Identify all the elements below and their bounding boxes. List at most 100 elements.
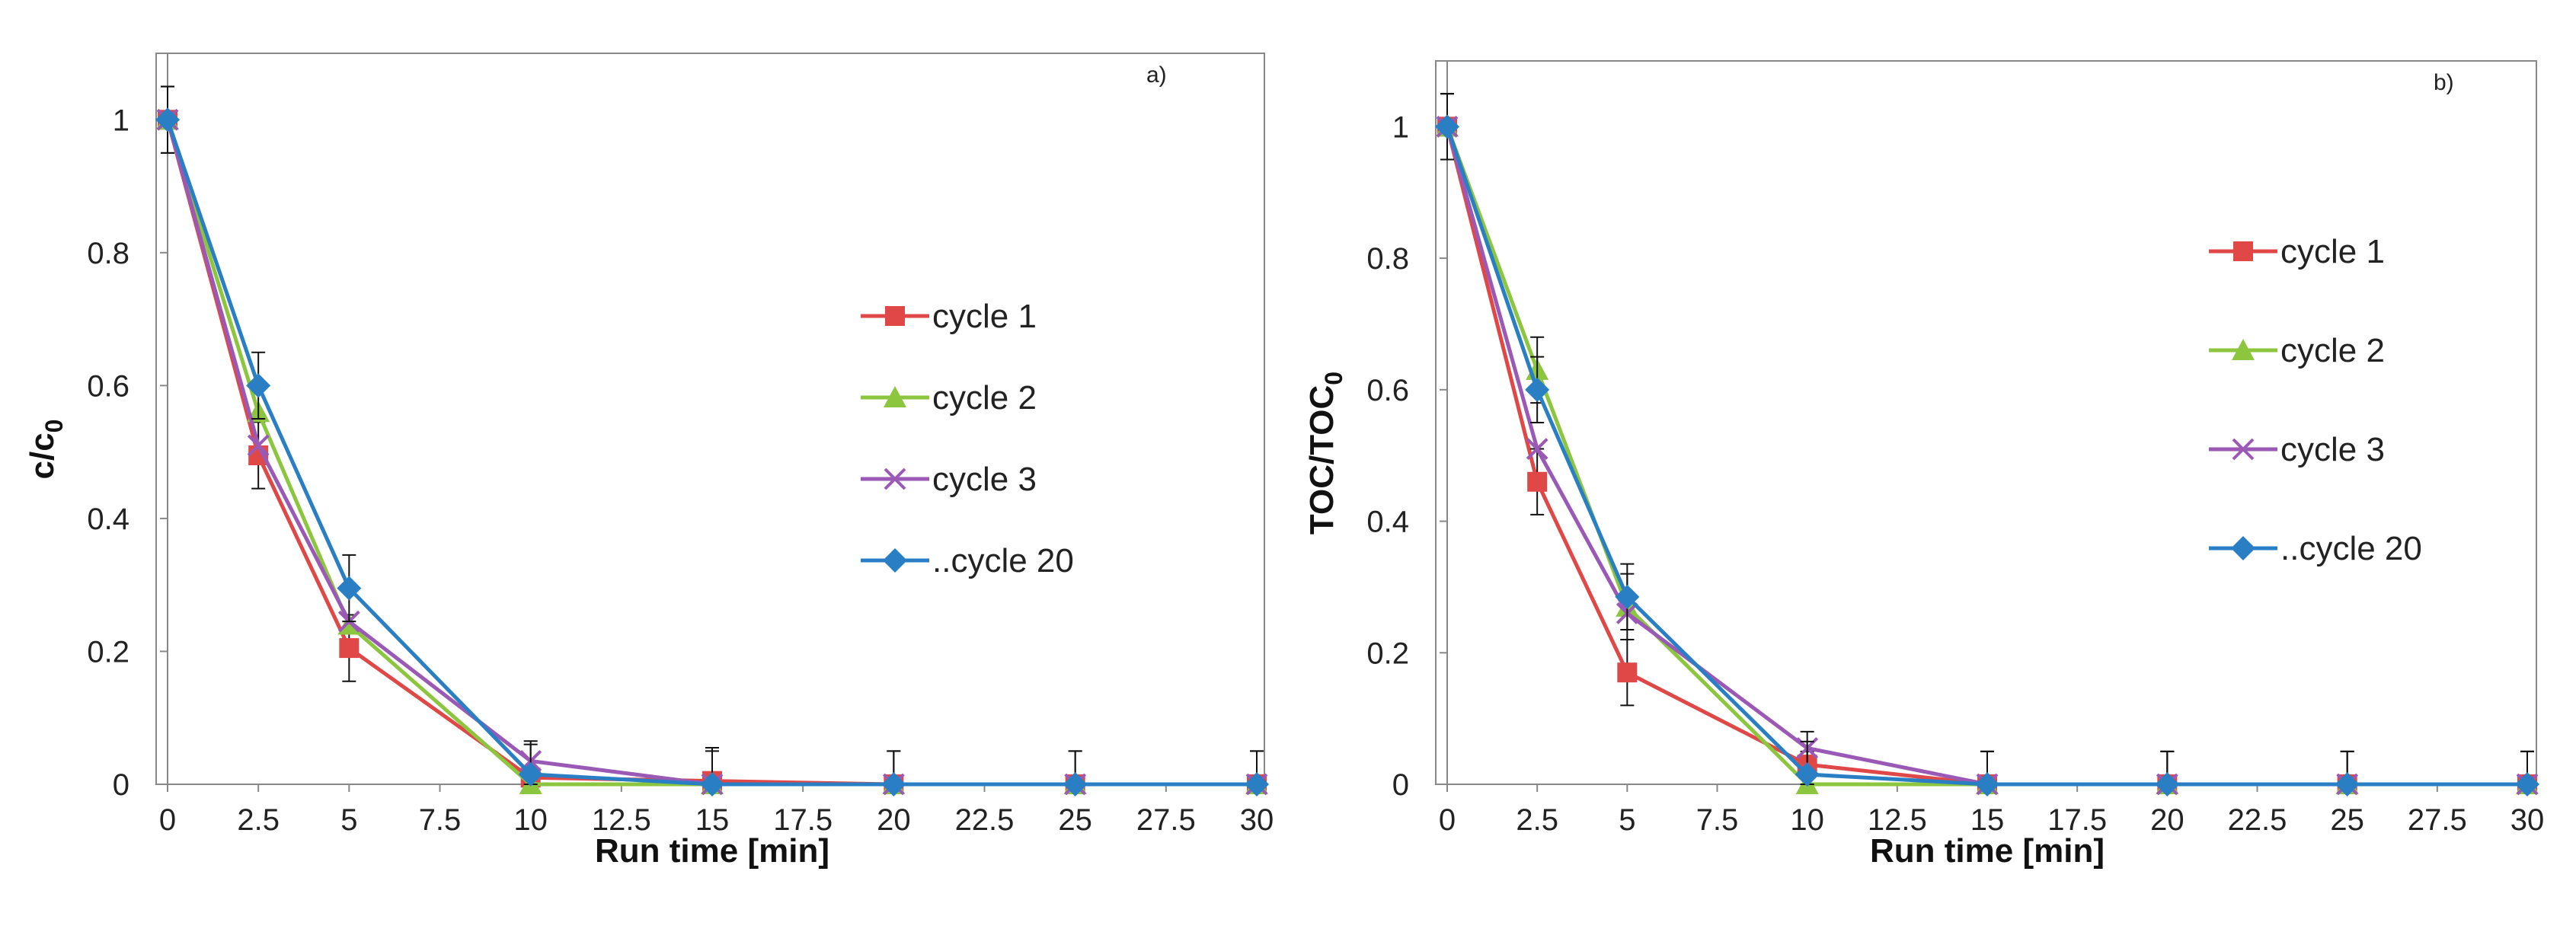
legend-label: cycle 2: [2280, 332, 2385, 369]
series--cycle-20: [155, 85, 1269, 796]
data-point: [1063, 772, 1088, 796]
x-tick-label: 20: [2150, 803, 2184, 837]
legend-marker: [2232, 438, 2255, 461]
legend-item: ..cycle 20: [861, 542, 1074, 579]
y-tick-label: 0.4: [87, 503, 129, 536]
plot-area-frame: [155, 53, 1265, 785]
legend-item: ..cycle 20: [2209, 530, 2422, 567]
data-point: [2155, 772, 2180, 796]
data-point: [337, 576, 362, 601]
data-point: [2515, 772, 2539, 796]
x-tick-label: 0: [159, 803, 176, 837]
x-tick-label: 22.5: [2228, 803, 2287, 837]
legend-marker: [885, 306, 905, 326]
data-point: [1975, 772, 1999, 796]
x-tick-label: 15: [1970, 803, 2005, 837]
legend-label: cycle 1: [932, 298, 1037, 335]
data-point: [1526, 438, 1548, 460]
plot-area-frame: [1435, 60, 2537, 785]
data-point: [1795, 762, 1820, 787]
legend-label: cycle 3: [932, 461, 1037, 498]
data-point: [247, 434, 270, 457]
x-axis-title: Run time [min]: [595, 832, 829, 870]
legend-label: cycle 3: [2280, 431, 2385, 468]
data-point: [155, 107, 180, 132]
panel-label: b): [2434, 70, 2454, 95]
x-tick-label: 15: [695, 803, 730, 837]
x-tick-label: 27.5: [2408, 803, 2467, 837]
series-line: [165, 119, 1257, 787]
x-tick-label: 25: [1058, 803, 1092, 837]
data-point: [1245, 772, 1269, 796]
x-tick-label: 7.5: [1696, 803, 1739, 837]
data-point: [337, 613, 361, 635]
data-point: [1525, 377, 1550, 402]
legend-marker: [2231, 536, 2255, 560]
x-tick-label: 12.5: [1868, 803, 1927, 837]
legend-item: cycle 2: [861, 379, 1037, 417]
y-axis-title: TOC/TOC0: [1303, 372, 1347, 535]
legend-label: ..cycle 20: [2280, 530, 2422, 567]
legend: cycle 1 cycle 2 cycle 3 ..cycle 20: [861, 298, 1074, 579]
chart-panel-1: 00.20.40.60.810 2.5 5 7.5 10 12.5 15 17.5 20 22.5…: [24, 53, 1274, 870]
x-tick-label: 10: [1790, 803, 1824, 837]
series-cycle-2: [156, 108, 1268, 794]
data-point: [700, 772, 724, 796]
data-point: [1617, 662, 1638, 683]
data-point: [1435, 114, 1459, 139]
legend-label: ..cycle 20: [932, 542, 1074, 579]
x-tick-label: 5: [1619, 803, 1635, 837]
data-point: [881, 772, 906, 796]
y-tick-label: 0.2: [1366, 637, 1409, 670]
y-tick-label: 0.6: [1366, 374, 1409, 407]
x-tick-label: 10: [513, 803, 548, 837]
y-tick-label: 0.2: [87, 635, 129, 669]
x-tick-label: 2.5: [1516, 803, 1558, 837]
x-tick-label: 7.5: [419, 803, 462, 837]
legend-item: cycle 3: [861, 461, 1037, 498]
series-line: [165, 119, 1257, 787]
data-point: [2335, 772, 2360, 796]
x-tick-label: 20: [877, 803, 911, 837]
x-axis-title: Run time [min]: [1870, 832, 2105, 870]
y-tick-label: 0.8: [87, 237, 129, 270]
data-point: [246, 373, 271, 398]
y-tick-label: 0.6: [87, 369, 129, 403]
y-tick-label: 0: [113, 768, 129, 802]
y-axis-title: c/c0: [24, 420, 68, 480]
legend-marker: [884, 468, 906, 490]
legend-item: cycle 1: [861, 298, 1037, 335]
x-tick-label: 2.5: [237, 803, 280, 837]
y-tick-label: 0.4: [1366, 506, 1409, 539]
series-cycle-1: [158, 85, 1267, 794]
legend-label: cycle 2: [932, 379, 1037, 417]
legend: cycle 1 cycle 2 cycle 3 ..cycle 20: [2209, 233, 2422, 567]
panel-label: a): [1146, 62, 1167, 88]
legend-marker: [883, 548, 907, 573]
data-point: [1527, 471, 1548, 492]
legend-item: cycle 3: [2209, 431, 2385, 468]
series-line: [165, 119, 1257, 787]
y-tick-label: 1: [1392, 110, 1409, 144]
y-tick-label: 1: [113, 104, 129, 137]
x-tick-label: 27.5: [1136, 803, 1196, 837]
x-tick-label: 5: [340, 803, 357, 837]
x-tick-label: 30: [2510, 803, 2545, 837]
data-point: [518, 761, 543, 787]
legend-marker: [884, 386, 906, 407]
x-tick-label: 0: [1439, 803, 1456, 837]
legend-marker: [2233, 241, 2253, 261]
series-line: [165, 119, 1257, 787]
data-point: [1615, 584, 1640, 609]
y-tick-label: 0: [1392, 768, 1409, 802]
legend-item: cycle 1: [2209, 233, 2385, 270]
legend-marker: [2232, 339, 2255, 360]
x-tick-label: 30: [1240, 803, 1274, 837]
data-point: [339, 638, 360, 659]
x-tick-label: 17.5: [773, 803, 833, 837]
x-tick-label: 25: [2330, 803, 2364, 837]
series-line: [1445, 126, 2527, 787]
x-tick-label: 17.5: [2047, 803, 2107, 837]
